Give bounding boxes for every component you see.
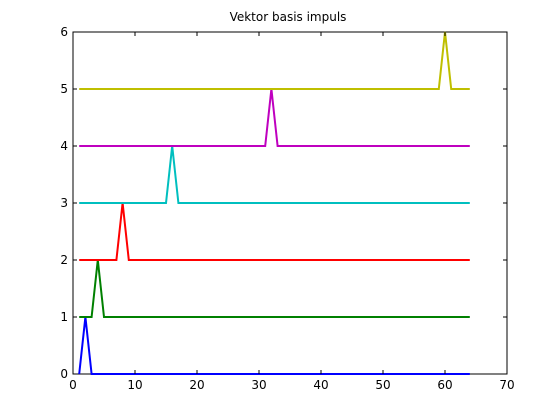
y-tick-label: 5 xyxy=(60,82,68,96)
x-tick-label: 60 xyxy=(437,378,452,392)
x-tick-label: 40 xyxy=(313,378,328,392)
y-tick-label: 6 xyxy=(60,25,68,39)
y-tick-label: 1 xyxy=(60,310,68,324)
x-tick-label: 70 xyxy=(499,378,514,392)
x-tick-label: 0 xyxy=(69,378,77,392)
y-tick-label: 4 xyxy=(60,139,68,153)
y-tick-label: 3 xyxy=(60,196,68,210)
x-tick-label: 20 xyxy=(189,378,204,392)
series-line-1 xyxy=(78,316,470,375)
x-tick-label: 50 xyxy=(375,378,390,392)
axis-layer: 0 10 20 30 40 50 60 70 0 1 2 3 4 5 6 xyxy=(60,25,514,392)
x-tick-label: 10 xyxy=(127,378,142,392)
chart-title: Vektor basis impuls xyxy=(230,10,347,24)
y-tick-label: 2 xyxy=(60,253,68,267)
y-tick-label: 0 xyxy=(60,367,68,381)
x-tick-label: 30 xyxy=(251,378,266,392)
